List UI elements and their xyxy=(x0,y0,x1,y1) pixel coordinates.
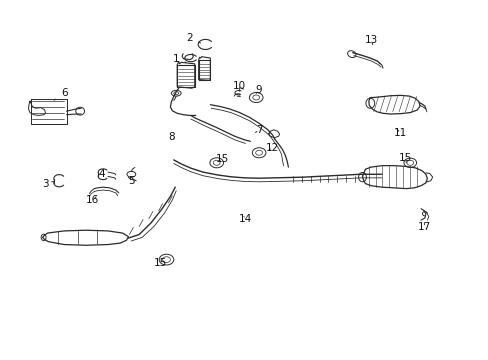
Text: 13: 13 xyxy=(364,35,377,45)
Text: 15: 15 xyxy=(154,258,167,268)
Text: 17: 17 xyxy=(417,222,430,232)
Text: 1: 1 xyxy=(173,54,185,64)
Text: 11: 11 xyxy=(393,129,407,138)
Text: 15: 15 xyxy=(216,154,229,164)
Text: 9: 9 xyxy=(255,85,262,95)
Text: 2: 2 xyxy=(186,33,200,43)
Text: 12: 12 xyxy=(265,143,279,153)
Text: 16: 16 xyxy=(85,195,99,205)
Text: 8: 8 xyxy=(168,132,174,142)
Text: 15: 15 xyxy=(398,153,411,163)
Text: 5: 5 xyxy=(128,176,134,186)
Text: 3: 3 xyxy=(42,179,53,189)
Text: 10: 10 xyxy=(233,81,245,91)
Text: 6: 6 xyxy=(54,88,67,100)
Text: 7: 7 xyxy=(255,125,262,135)
Text: 14: 14 xyxy=(238,215,252,224)
Text: 4: 4 xyxy=(99,169,105,179)
